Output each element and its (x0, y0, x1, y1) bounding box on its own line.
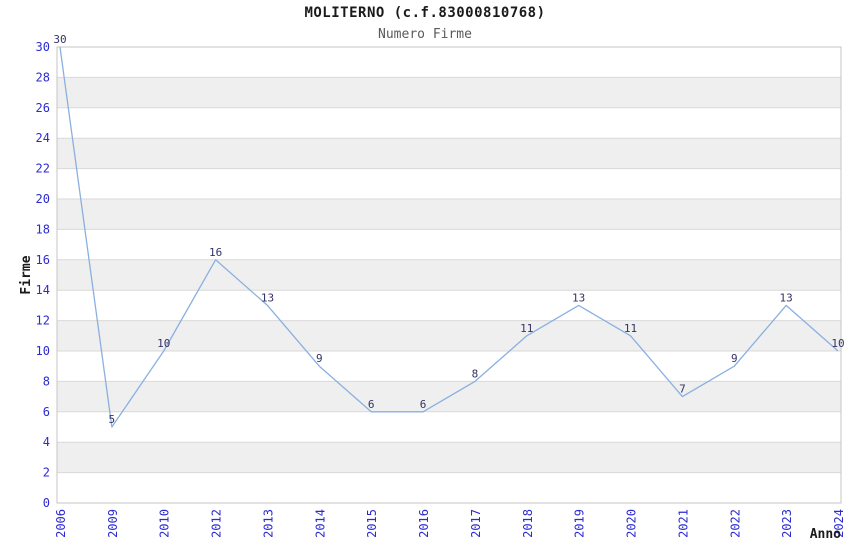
x-tick-label: 2006 (54, 509, 68, 538)
x-tick-label: 2015 (365, 509, 379, 538)
plot-band (57, 290, 841, 321)
data-label: 6 (368, 398, 375, 411)
data-label: 13 (261, 291, 274, 304)
y-tick-label: 12 (36, 314, 50, 328)
x-tick-label: 2014 (313, 509, 327, 538)
x-tick-label: 2016 (417, 509, 431, 538)
x-tick-label: 2021 (676, 509, 690, 538)
y-tick-label: 26 (36, 101, 50, 115)
plot-band (57, 47, 841, 78)
plot-band (57, 472, 841, 503)
y-tick-label: 4 (43, 435, 50, 449)
plot-band (57, 199, 841, 230)
x-tick-label: 2012 (210, 509, 224, 538)
y-tick-label: 22 (36, 162, 50, 176)
plot-band (57, 320, 841, 351)
x-tick-label: 2020 (625, 509, 639, 538)
x-tick-label: 2013 (261, 509, 275, 538)
data-label: 30 (53, 33, 66, 46)
data-label: 9 (731, 352, 738, 365)
plot-band (57, 411, 841, 443)
series-line (59, 46, 839, 428)
data-label: 8 (472, 367, 479, 380)
x-tick-label: 2018 (521, 509, 535, 538)
data-label: 11 (520, 322, 533, 335)
plot-band (57, 77, 841, 108)
data-label: 9 (316, 352, 323, 365)
data-label: 13 (780, 291, 793, 304)
plot-band (57, 138, 841, 169)
x-tick-label: 2022 (728, 509, 742, 538)
y-tick-label: 28 (36, 70, 50, 84)
x-tick-label: 2023 (780, 509, 794, 538)
y-tick-label: 24 (36, 131, 50, 145)
data-label: 6 (420, 398, 427, 411)
y-tick-label: 16 (36, 253, 50, 267)
plot-band (57, 442, 841, 473)
x-tick-label: 2009 (106, 509, 120, 538)
plot-band (57, 229, 841, 260)
y-tick-label: 2 (43, 466, 50, 480)
y-tick-label: 10 (36, 344, 50, 358)
x-tick-label: 2024 (832, 509, 846, 538)
plot-band (57, 259, 841, 291)
y-tick-label: 6 (43, 405, 50, 419)
data-label: 10 (157, 337, 170, 350)
x-tick-label: 2010 (158, 509, 172, 538)
y-tick-label: 30 (36, 40, 50, 54)
data-label: 7 (679, 383, 686, 396)
y-tick-label: 8 (43, 374, 50, 388)
data-label: 5 (109, 413, 116, 426)
y-tick-label: 20 (36, 192, 50, 206)
data-label: 11 (624, 322, 637, 335)
plot-band (57, 351, 841, 382)
data-label: 16 (209, 246, 222, 259)
data-label: 13 (572, 291, 585, 304)
data-label: 10 (831, 337, 844, 350)
chart-subtitle: Numero Firme (378, 27, 472, 42)
y-tick-label: 18 (36, 222, 50, 236)
plot-border (56, 46, 842, 504)
y-tick-label: 0 (43, 496, 50, 510)
y-axis-title: Firme (19, 255, 34, 294)
y-tick-label: 14 (36, 283, 50, 297)
plot-band (57, 107, 841, 139)
x-axis-title: Anno (810, 527, 841, 542)
x-tick-label: 2019 (573, 509, 587, 538)
x-tick-label: 2017 (469, 509, 483, 538)
plot-band (57, 168, 841, 199)
chart-title: MOLITERNO (c.f.83000810768) (304, 5, 546, 21)
